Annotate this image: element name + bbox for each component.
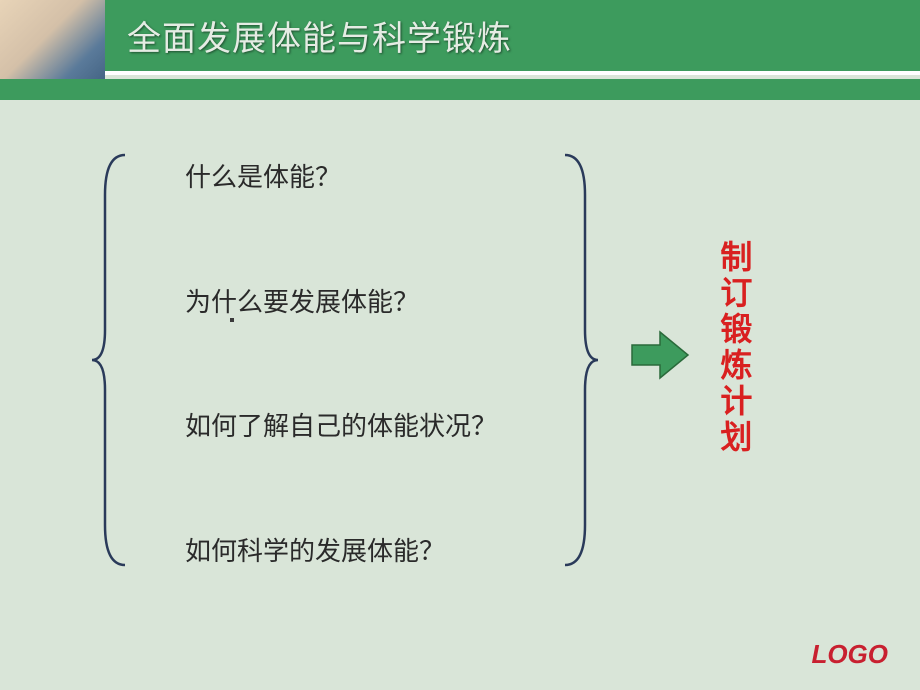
- question-item: 为什么要发展体能？: [185, 285, 565, 321]
- bullet-dot: [230, 318, 234, 322]
- brace-right-icon: [560, 150, 600, 570]
- header: 全面发展体能与科学锻炼: [0, 0, 920, 100]
- question-item: 如何了解自己的体能状况？: [185, 409, 565, 445]
- question-item: 什么是体能？: [185, 160, 565, 196]
- question-list: 什么是体能？ 为什么要发展体能？ 如何了解自己的体能状况？ 如何科学的发展体能？: [185, 160, 565, 570]
- question-item: 如何科学的发展体能？: [185, 534, 565, 570]
- arrow-right-icon: [630, 330, 690, 380]
- brace-left-icon: [90, 150, 130, 570]
- logo-text: LOGO: [811, 639, 888, 670]
- header-strip: [0, 79, 920, 100]
- page-title: 全面发展体能与科学锻炼: [127, 11, 512, 60]
- content-area: 什么是体能？ 为什么要发展体能？ 如何了解自己的体能状况？ 如何科学的发展体能？…: [90, 150, 850, 590]
- header-bar: 全面发展体能与科学锻炼: [105, 0, 920, 75]
- result-text: 制订锻炼计划: [715, 240, 753, 456]
- result-label: 制订锻炼计划: [715, 240, 755, 456]
